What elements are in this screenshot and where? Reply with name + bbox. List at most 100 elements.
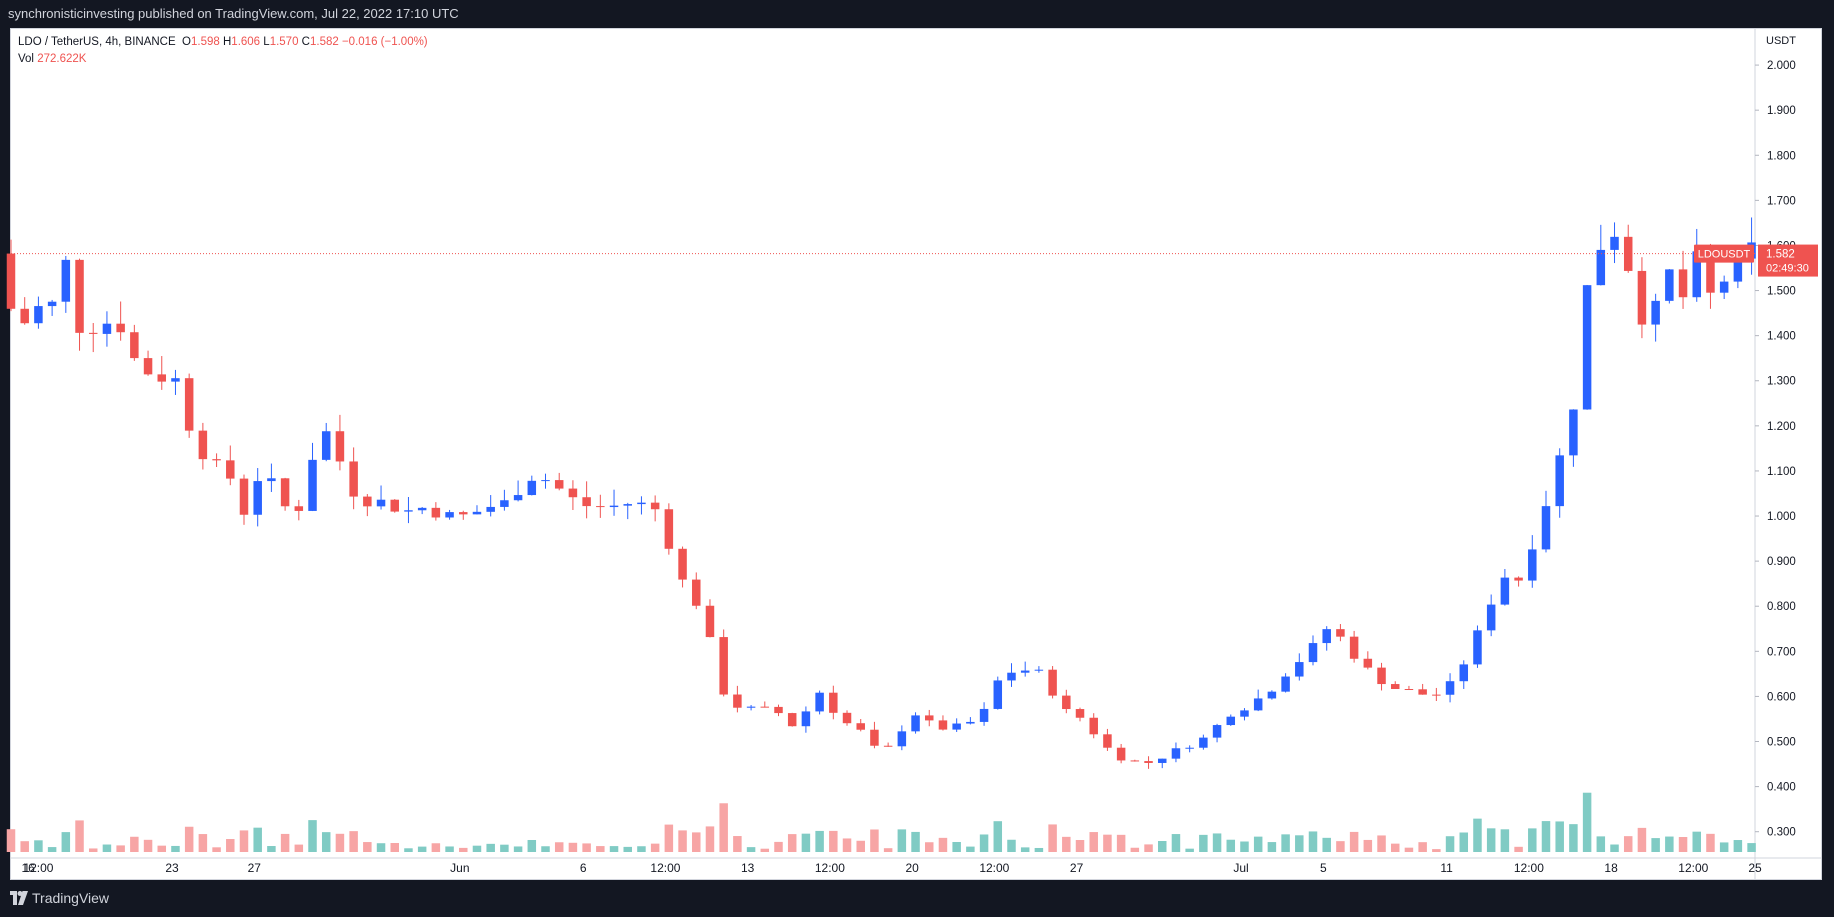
- candle-body: [404, 510, 413, 512]
- candle-body: [1445, 681, 1455, 695]
- x-tick-label: 6: [580, 861, 587, 875]
- volume-bar: [130, 836, 139, 852]
- candle-body: [431, 507, 441, 518]
- tradingview-logo-icon: [10, 891, 28, 905]
- footer-bar: TradingView: [0, 880, 1834, 917]
- volume-bar: [760, 848, 770, 852]
- volume-bar: [1486, 828, 1496, 852]
- candle-body: [637, 502, 646, 505]
- x-tick-label: 12:00: [1678, 861, 1708, 875]
- candle-body: [705, 605, 715, 638]
- candle-body: [596, 506, 605, 508]
- symbol-tag-bg: [1694, 244, 1754, 263]
- candle-body: [979, 708, 989, 722]
- volume-bar: [637, 846, 646, 852]
- candle-body: [1678, 269, 1688, 298]
- volume-bar: [184, 826, 194, 852]
- candle-body: [829, 692, 838, 713]
- volume-bar: [1390, 843, 1400, 852]
- volume-bar: [88, 848, 98, 852]
- candle-body: [335, 431, 345, 462]
- volume-bar: [75, 820, 84, 852]
- volume-bar: [116, 845, 125, 852]
- candle-body: [1322, 629, 1331, 644]
- volume-bar: [692, 832, 701, 852]
- x-tick-label: 20: [905, 861, 919, 875]
- volume-bar: [1185, 848, 1194, 852]
- candle-body: [760, 706, 770, 708]
- candle-body: [1089, 717, 1098, 735]
- volume-bar: [1665, 836, 1674, 852]
- y-axis-unit: USDT: [1766, 35, 1796, 47]
- candle-body: [554, 480, 564, 489]
- volume-bar: [431, 843, 441, 852]
- candle-body: [1144, 761, 1153, 763]
- candle-body: [1528, 549, 1537, 581]
- volume-bar: [1007, 839, 1016, 852]
- volume-bar: [445, 846, 454, 852]
- volume-bar: [705, 826, 715, 852]
- candle-body: [198, 430, 208, 460]
- volume-bar: [513, 846, 523, 852]
- candle-body: [34, 306, 43, 324]
- candle-body: [897, 731, 907, 747]
- volume-bar: [459, 847, 468, 852]
- volume-bar: [664, 824, 674, 852]
- volume-bar: [486, 843, 495, 852]
- candle-body: [1651, 300, 1660, 325]
- candle-body: [486, 506, 495, 512]
- price-tag-bg: [1758, 244, 1818, 277]
- candle-body: [417, 507, 427, 511]
- candle-body: [47, 301, 57, 307]
- volume-bar: [102, 844, 112, 852]
- volume-bar: [1692, 831, 1702, 852]
- candle-body: [226, 460, 235, 479]
- candle-body: [787, 713, 797, 727]
- candle-body: [1596, 249, 1606, 286]
- candle-body: [1226, 716, 1236, 726]
- candle-body: [157, 374, 167, 382]
- volume-bar: [966, 846, 975, 852]
- x-tick-label: 12:00: [979, 861, 1009, 875]
- volume-bar: [1610, 844, 1619, 852]
- candle-body: [801, 711, 811, 727]
- x-tick-label: 12:00: [23, 861, 53, 875]
- candle-body: [116, 323, 125, 333]
- volume-bar: [198, 834, 208, 852]
- y-tick-label: 1.000: [1767, 511, 1796, 523]
- candle-body: [1240, 710, 1249, 717]
- candle-body: [1692, 251, 1702, 298]
- candle-body: [1473, 630, 1482, 665]
- candle-body: [102, 323, 112, 334]
- volume-bar: [1582, 792, 1592, 852]
- volume-bar: [1281, 834, 1290, 852]
- volume-bar: [596, 846, 605, 852]
- candle-body: [1116, 747, 1126, 761]
- candle-body: [143, 358, 153, 375]
- volume-bar: [1569, 824, 1578, 852]
- candle-body: [376, 499, 386, 507]
- volume-bar: [267, 846, 276, 852]
- candle-body: [1171, 748, 1181, 759]
- volume-bar: [623, 846, 632, 852]
- volume-bar: [1199, 834, 1208, 852]
- volume-bar: [1048, 824, 1057, 852]
- candle-body: [1541, 506, 1551, 550]
- candle-body: [1610, 236, 1619, 250]
- volume-bar: [1349, 831, 1359, 852]
- candle-body: [349, 461, 358, 497]
- candle-body: [1637, 270, 1647, 325]
- candle-body: [294, 506, 304, 511]
- volume-bar: [829, 830, 838, 852]
- y-tick-label: 1.200: [1767, 421, 1796, 433]
- volume-bar: [897, 829, 907, 852]
- volume-bar: [6, 829, 16, 852]
- volume-bar: [1253, 836, 1263, 852]
- volume-bar: [294, 844, 304, 852]
- candle-body: [1500, 577, 1510, 605]
- y-tick-label: 1.700: [1767, 195, 1796, 207]
- y-tick-label: 0.500: [1767, 737, 1796, 749]
- candle-body: [883, 745, 893, 747]
- candle-body: [239, 478, 249, 515]
